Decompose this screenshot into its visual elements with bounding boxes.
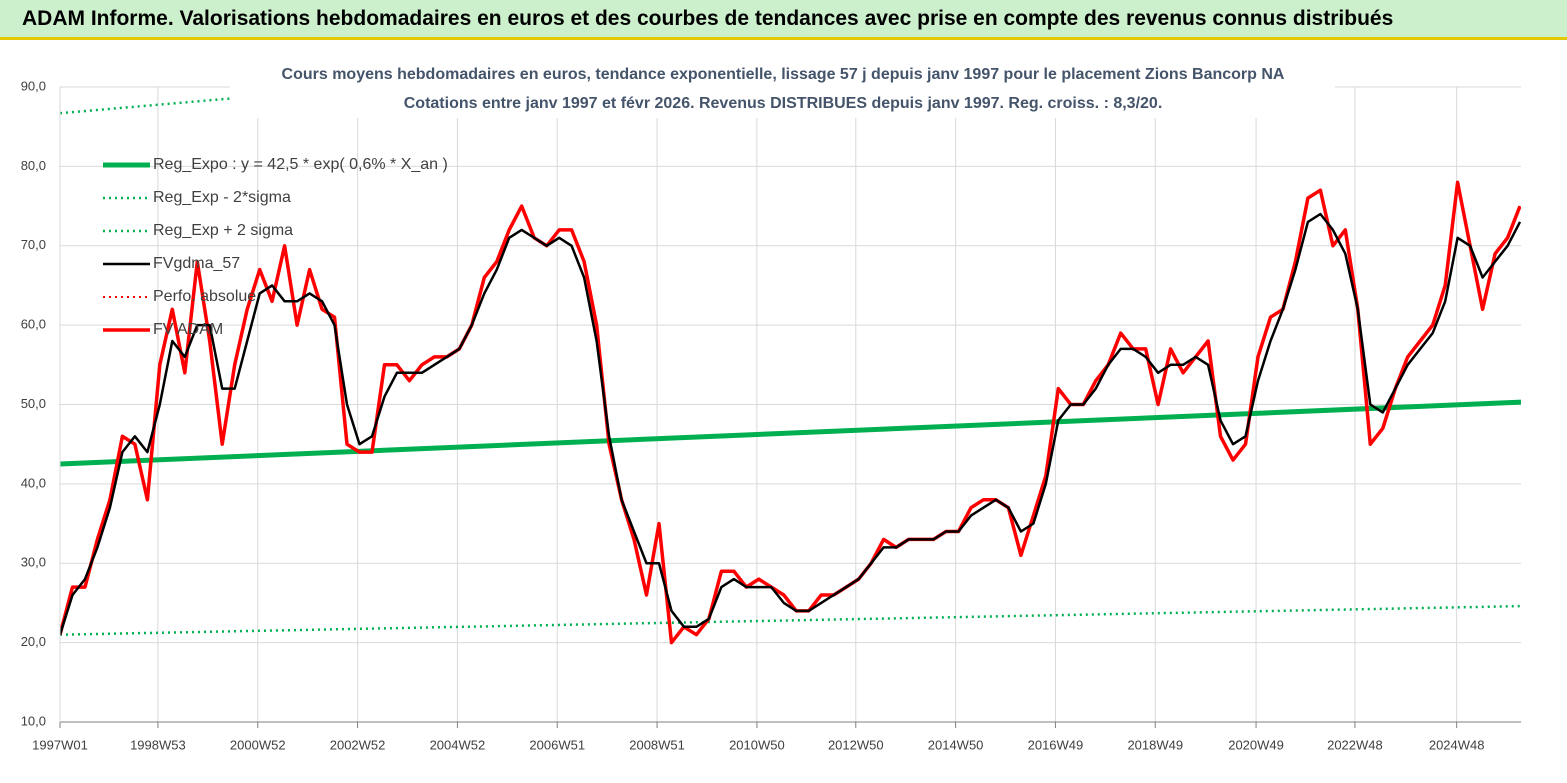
y-tick-label: 90,0 bbox=[21, 78, 46, 93]
x-tick-label: 2024W48 bbox=[1429, 737, 1485, 752]
chart-subtitle: Cotations entre janv 1997 et févr 2026. … bbox=[404, 95, 1163, 112]
legend: Reg_Expo : y = 42,5 * exp( 0,6% * X_an )… bbox=[103, 156, 448, 338]
header: ADAM Informe. Valorisations hebdomadaire… bbox=[0, 0, 1567, 40]
y-tick-label: 80,0 bbox=[21, 158, 46, 173]
series-line bbox=[60, 399, 1521, 467]
x-tick-label: 2002W52 bbox=[330, 737, 386, 752]
axes: 10,0 20,0 30,0 40,0 50,0 60,0 70,0 80,0 90,0 1997… bbox=[21, 78, 1521, 752]
legend-label: FVgdma_57 bbox=[153, 255, 240, 272]
y-tick-label: 30,0 bbox=[21, 555, 46, 570]
series-line bbox=[60, 212, 1521, 636]
legend-label: Perfo. absolue bbox=[153, 288, 256, 305]
legend-label: Reg_Expo : y = 42,5 * exp( 0,6% * X_an ) bbox=[153, 156, 448, 173]
x-tick-label: 2000W52 bbox=[230, 737, 286, 752]
x-tick-label: 2020W49 bbox=[1228, 737, 1284, 752]
chart-title: Cours moyens hebdomadaires en euros, ten… bbox=[282, 66, 1285, 83]
x-tick-label: 2014W50 bbox=[928, 737, 984, 752]
x-tick-label: 2018W49 bbox=[1127, 737, 1183, 752]
legend-label: FV ADAM bbox=[153, 321, 223, 338]
x-tick-label: 2008W51 bbox=[629, 737, 685, 752]
x-tick-label: 2010W50 bbox=[729, 737, 785, 752]
chart: Cours moyens hebdomadaires en euros, ten… bbox=[21, 58, 1521, 752]
x-tick-label: 1998W53 bbox=[130, 737, 186, 752]
x-tick-label: 2022W48 bbox=[1327, 737, 1383, 752]
plot-area bbox=[60, 87, 1521, 645]
title-box bbox=[230, 58, 1335, 118]
x-tick-label: 2016W49 bbox=[1028, 737, 1084, 752]
y-tick-label: 10,0 bbox=[21, 713, 46, 728]
y-tick-label: 70,0 bbox=[21, 237, 46, 252]
header-title: ADAM Informe. Valorisations hebdomadaire… bbox=[22, 7, 1394, 30]
x-tick-label: 2006W51 bbox=[529, 737, 585, 752]
legend-label: Reg_Exp - 2*sigma bbox=[153, 189, 291, 206]
y-tick-label: 20,0 bbox=[21, 634, 46, 649]
y-tick-label: 50,0 bbox=[21, 396, 46, 411]
grid bbox=[59, 86, 1521, 723]
x-tick-label: 2004W52 bbox=[430, 737, 486, 752]
x-tick-label: 1997W01 bbox=[32, 737, 88, 752]
x-tick-label: 2012W50 bbox=[828, 737, 884, 752]
y-tick-label: 40,0 bbox=[21, 475, 46, 490]
series-line bbox=[60, 604, 1521, 636]
y-tick-label: 60,0 bbox=[21, 317, 46, 332]
legend-label: Reg_Exp + 2 sigma bbox=[153, 222, 293, 239]
